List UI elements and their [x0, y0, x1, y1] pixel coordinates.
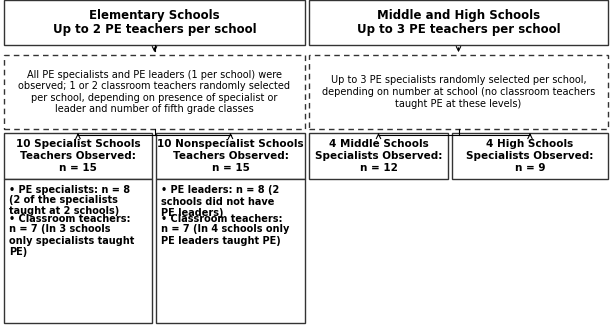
Text: Middle and High Schools
Up to 3 PE teachers per school: Middle and High Schools Up to 3 PE teach… — [357, 9, 561, 37]
Text: 10 Nonspecialist Schools
Teachers Observed:
n = 15: 10 Nonspecialist Schools Teachers Observ… — [157, 139, 304, 173]
Text: n = 7 (In 3 schools
only specialists taught
PE): n = 7 (In 3 schools only specialists tau… — [9, 224, 135, 257]
Text: (2 of the specialists
taught at 2 schools): (2 of the specialists taught at 2 school… — [9, 195, 119, 216]
Bar — [4, 0, 305, 45]
Bar — [452, 133, 608, 179]
Text: n = 7 (In 4 schools only
PE leaders taught PE): n = 7 (In 4 schools only PE leaders taug… — [161, 224, 289, 246]
Bar — [156, 179, 305, 323]
Text: 4 High Schools
Specialists Observed:
n = 9: 4 High Schools Specialists Observed: n =… — [466, 139, 594, 173]
Text: 10 Specialist Schools
Teachers Observed:
n = 15: 10 Specialist Schools Teachers Observed:… — [16, 139, 140, 173]
Text: • Classroom teachers:: • Classroom teachers: — [9, 215, 130, 224]
Bar — [309, 55, 608, 129]
Text: • Classroom teachers:: • Classroom teachers: — [161, 215, 283, 224]
Bar — [4, 133, 152, 179]
Bar — [4, 179, 152, 323]
Bar — [4, 55, 305, 129]
Text: All PE specialists and PE leaders (1 per school) were
observed; 1 or 2 classroom: All PE specialists and PE leaders (1 per… — [18, 70, 291, 114]
Text: • PE specialists: n = 8: • PE specialists: n = 8 — [9, 185, 130, 195]
Bar — [156, 133, 305, 179]
Bar — [309, 0, 608, 45]
Bar — [309, 133, 448, 179]
Text: Up to 3 PE specialists randomly selected per school,
depending on number at scho: Up to 3 PE specialists randomly selected… — [322, 76, 595, 109]
Text: 4 Middle Schools
Specialists Observed:
n = 12: 4 Middle Schools Specialists Observed: n… — [315, 139, 442, 173]
Text: • PE leaders: n = 8 (2
schools did not have
PE leaders): • PE leaders: n = 8 (2 schools did not h… — [161, 185, 279, 218]
Text: Elementary Schools
Up to 2 PE teachers per school: Elementary Schools Up to 2 PE teachers p… — [53, 9, 256, 37]
